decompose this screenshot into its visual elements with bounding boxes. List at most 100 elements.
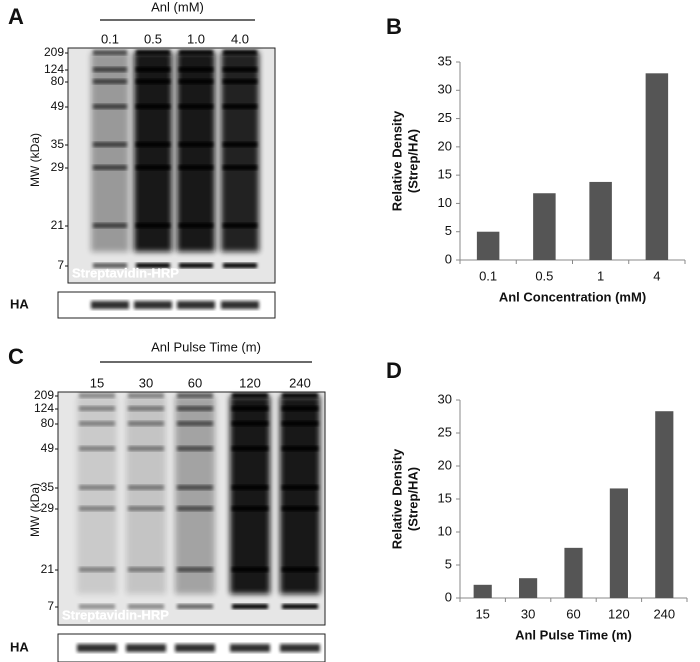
bar <box>645 73 669 260</box>
mw-axis-label: MW (kDa) <box>28 133 42 187</box>
band <box>128 393 164 398</box>
bar <box>609 488 628 598</box>
band <box>232 421 268 426</box>
band <box>136 79 170 84</box>
lane-smear <box>221 52 259 252</box>
x-tick-label: 0.1 <box>479 268 497 283</box>
band <box>177 446 213 451</box>
band <box>179 165 213 170</box>
y-tick-label: 35 <box>438 53 452 68</box>
lane-label: 60 <box>188 375 202 390</box>
lane-smear <box>126 396 166 595</box>
y-tick-label: 10 <box>438 195 452 210</box>
x-axis-label: Anl Pulse Time (m) <box>515 627 632 642</box>
mw-label: 29 <box>41 501 55 515</box>
band <box>223 67 257 72</box>
band <box>282 421 318 426</box>
band <box>93 223 127 228</box>
band <box>128 446 164 451</box>
y-tick-label: 15 <box>438 167 452 182</box>
band <box>179 67 213 72</box>
band <box>232 446 268 451</box>
band <box>136 50 170 55</box>
lane-label: 240 <box>289 375 311 390</box>
band <box>179 50 213 55</box>
y-tick-label: 0 <box>445 589 452 604</box>
band <box>177 421 213 426</box>
band <box>232 393 268 398</box>
ha-band <box>134 301 172 309</box>
y-tick-label: 10 <box>438 523 452 538</box>
mw-label: 209 <box>34 388 54 402</box>
y-tick-label: 5 <box>445 223 452 238</box>
mw-label: 35 <box>51 137 65 151</box>
x-tick-label: 240 <box>653 606 675 621</box>
bar <box>564 547 583 598</box>
y-tick-label: 5 <box>445 556 452 571</box>
band <box>136 67 170 72</box>
y-tick-label: 25 <box>438 424 452 439</box>
mw-label: 7 <box>47 599 54 613</box>
band <box>128 506 164 511</box>
band <box>179 104 213 109</box>
lane-smear <box>177 52 215 252</box>
band <box>223 50 257 55</box>
lane-label: 0.5 <box>144 31 162 46</box>
mw-label: 209 <box>44 45 64 59</box>
band <box>93 50 127 55</box>
panel-letter: C <box>8 344 24 369</box>
lane-label: 15 <box>90 375 104 390</box>
band <box>282 485 318 490</box>
x-tick-label: 4 <box>653 268 660 283</box>
x-axis-label: Anl Concentration (mM) <box>499 289 646 304</box>
panel-letter: B <box>386 14 402 39</box>
mw-label: 80 <box>51 74 65 88</box>
ha-band <box>280 644 320 652</box>
band <box>177 567 213 572</box>
band <box>223 104 257 109</box>
mw-label: 21 <box>41 562 55 576</box>
x-tick-label: 120 <box>608 606 630 621</box>
mw-axis-label: MW (kDa) <box>28 483 42 537</box>
band <box>282 393 318 398</box>
band <box>93 67 127 72</box>
ha-band <box>230 644 270 652</box>
x-tick-label: 0.5 <box>535 268 553 283</box>
x-tick-label: 1 <box>597 268 604 283</box>
band <box>179 142 213 147</box>
band <box>177 406 213 411</box>
stain-label: Streptavidin-HRP <box>72 265 179 280</box>
band <box>232 506 268 511</box>
y-axis-label: Relative Density <box>389 110 404 211</box>
band <box>79 446 115 451</box>
band <box>93 165 127 170</box>
band <box>282 506 318 511</box>
bar <box>519 578 538 598</box>
band <box>79 485 115 490</box>
band <box>177 506 213 511</box>
band <box>223 263 257 268</box>
bar <box>476 231 500 260</box>
y-tick-label: 30 <box>438 391 452 406</box>
lane-smear <box>280 396 320 595</box>
mw-label: 80 <box>41 416 55 430</box>
band <box>128 421 164 426</box>
x-tick-label: 60 <box>566 606 580 621</box>
bar <box>533 193 556 260</box>
band <box>136 223 170 228</box>
ha-band <box>177 301 215 309</box>
panel-letter: D <box>386 358 402 383</box>
ha-blot <box>57 633 326 662</box>
loading-label: HA <box>10 639 29 654</box>
lane-label: 120 <box>239 375 261 390</box>
y-tick-label: 15 <box>438 490 452 505</box>
band <box>282 567 318 572</box>
band <box>128 485 164 490</box>
lane-label: 1.0 <box>187 31 205 46</box>
ha-band <box>77 644 117 652</box>
y-tick-label: 25 <box>438 110 452 125</box>
band <box>79 421 115 426</box>
lane-label: 0.1 <box>101 31 119 46</box>
bar <box>473 584 492 598</box>
